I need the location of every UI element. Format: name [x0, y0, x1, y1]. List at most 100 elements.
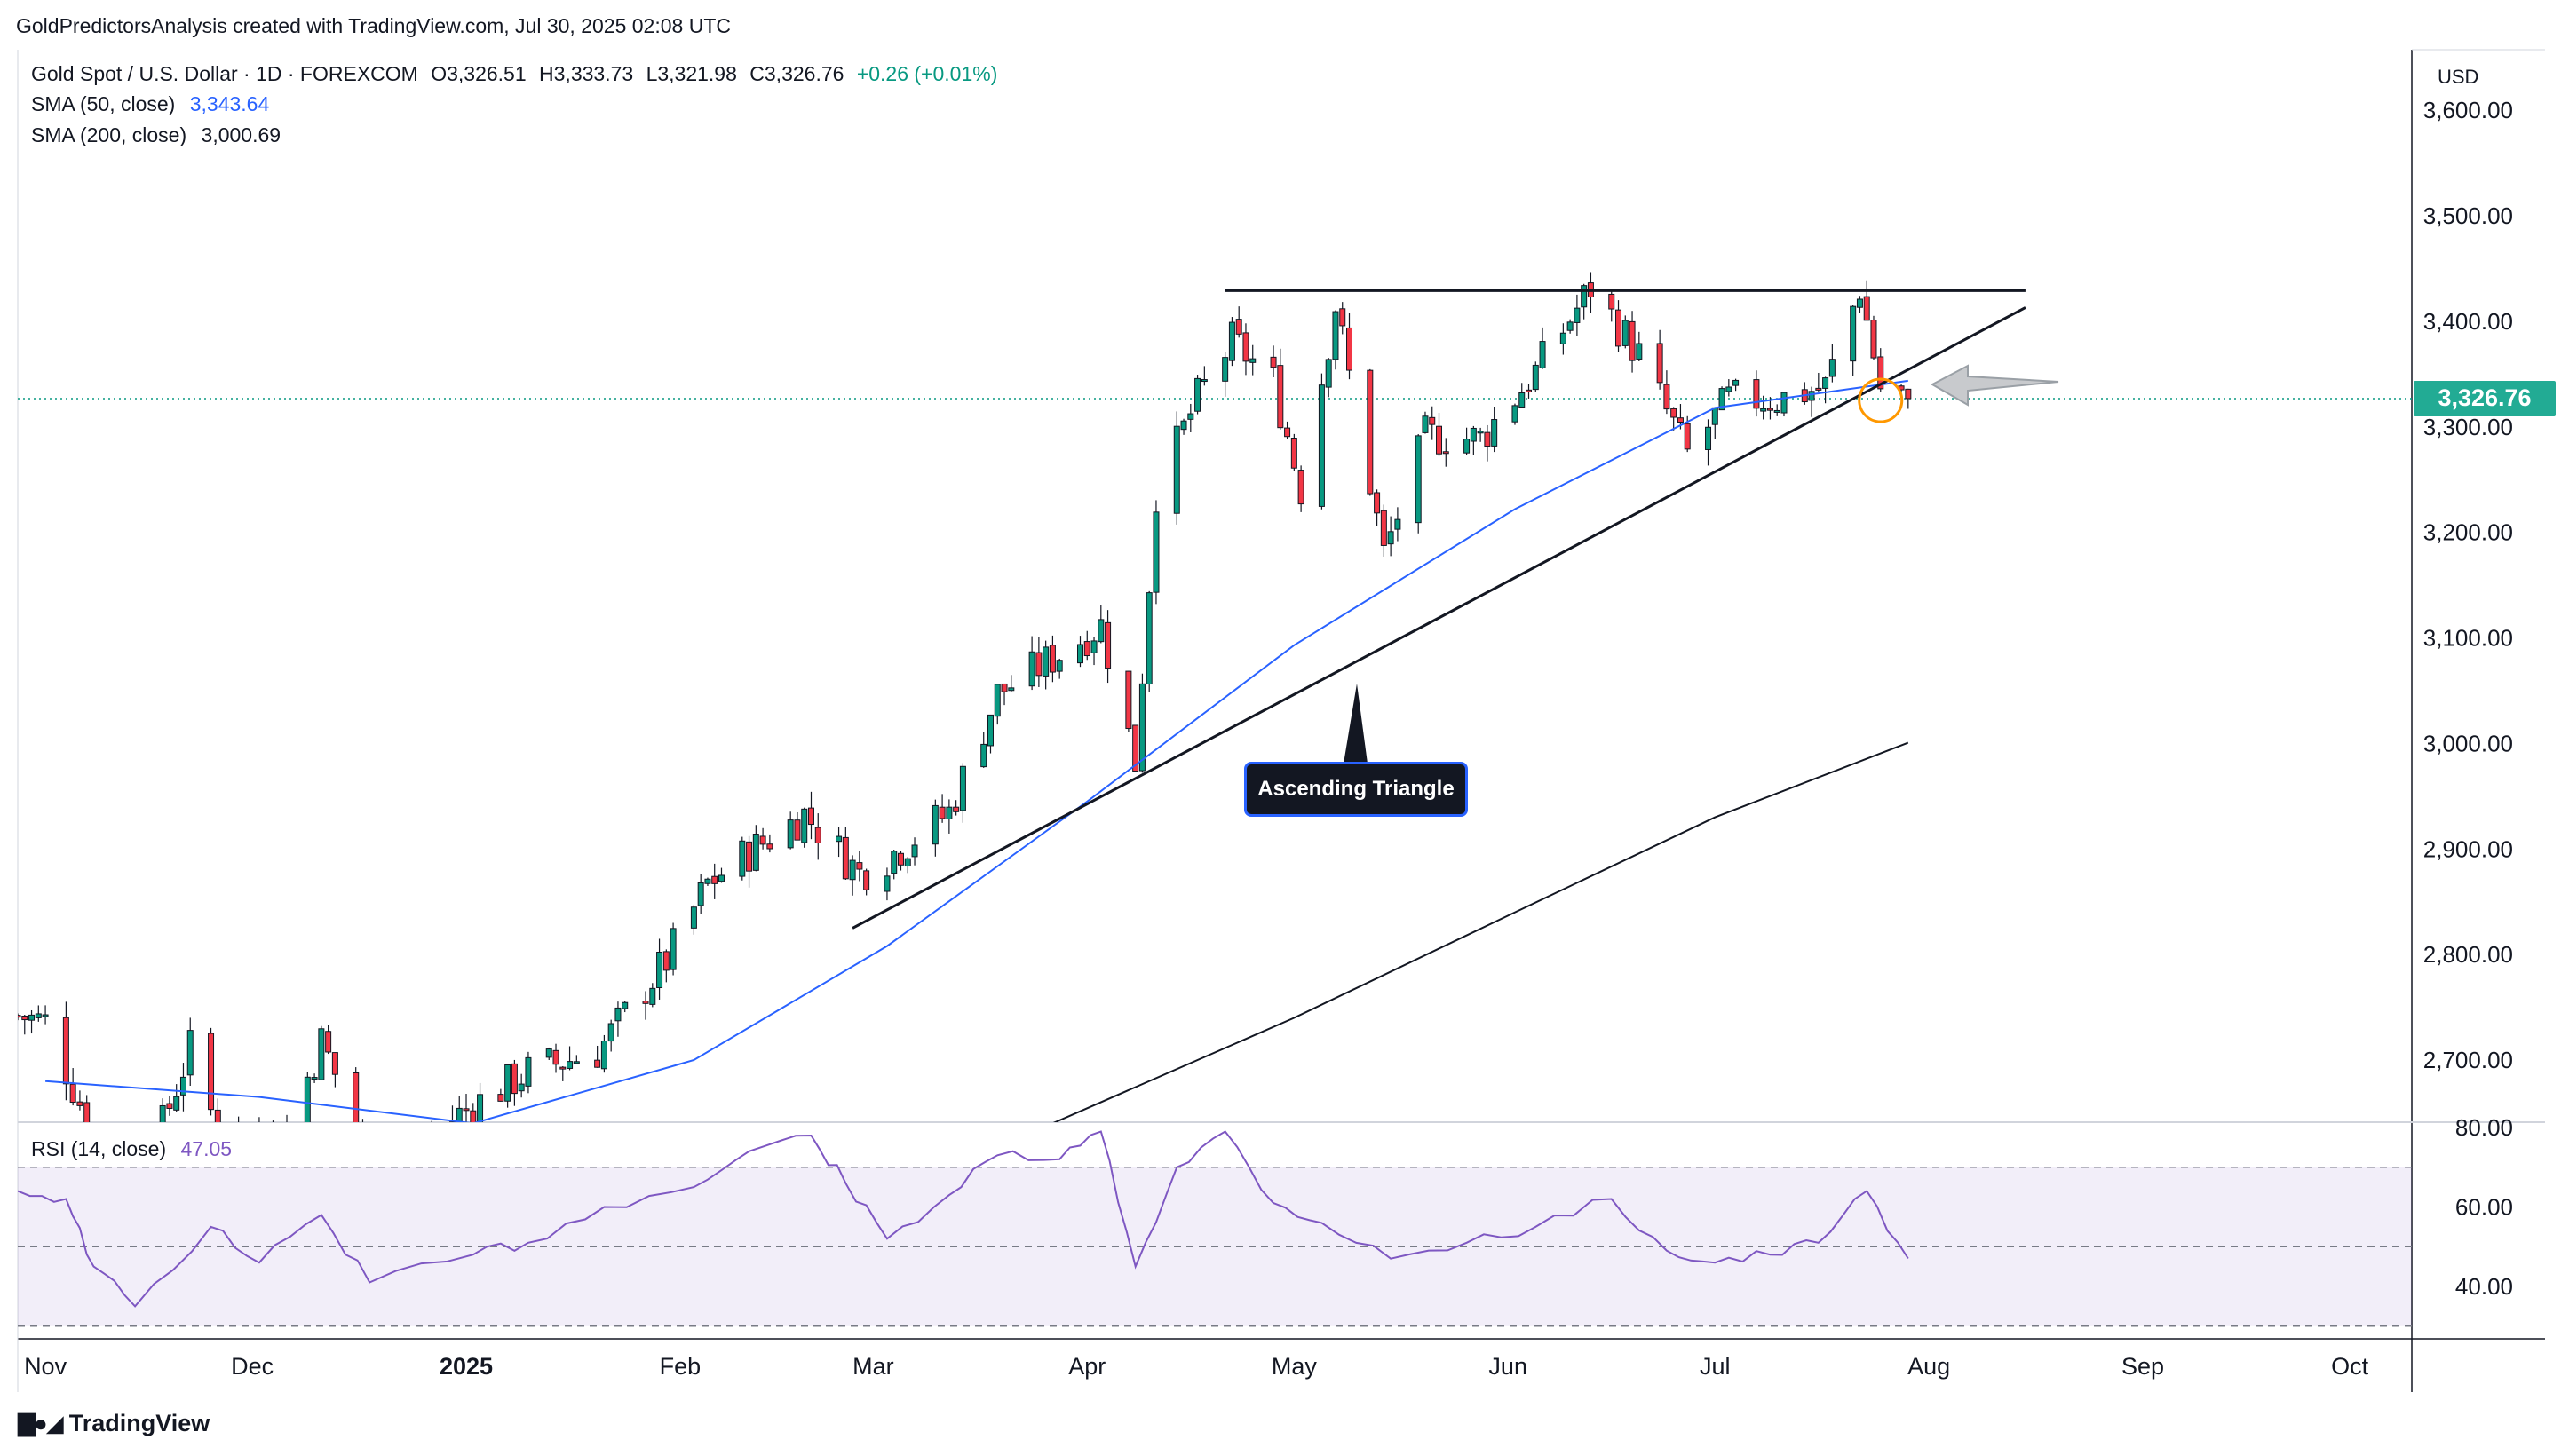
candle: [1180, 418, 1187, 435]
candle-up: [159, 1104, 166, 1122]
candle: [1725, 379, 1732, 397]
candle: [1828, 344, 1836, 383]
candle-up: [891, 851, 898, 874]
candle-up: [607, 1023, 614, 1042]
price-tick-label: 3,400.00: [2423, 308, 2513, 335]
candle: [1008, 675, 1015, 692]
candle: [1132, 724, 1139, 772]
candle-up: [1146, 592, 1153, 685]
candle-up: [932, 804, 939, 845]
candle-up: [456, 1107, 463, 1122]
candle-up: [311, 1077, 318, 1080]
candle-up: [567, 1061, 574, 1069]
candle: [1463, 427, 1471, 455]
candle-up: [1532, 364, 1539, 391]
candle-down: [1277, 365, 1284, 429]
candle: [1367, 368, 1374, 496]
candle: [1753, 370, 1760, 417]
candle: [214, 1098, 221, 1122]
candle-up: [1222, 357, 1229, 382]
candle: [1318, 373, 1325, 510]
rsi-tick-label: 60.00: [2455, 1194, 2513, 1221]
candle-up: [690, 906, 697, 929]
candle: [904, 857, 911, 874]
candle: [1732, 378, 1740, 392]
sma200-value: 3,000.69: [201, 123, 281, 146]
candle: [1049, 635, 1056, 683]
candle-down: [325, 1031, 332, 1053]
symbol-name[interactable]: Gold Spot / U.S. Dollar · 1D · FOREXCOM: [31, 62, 418, 85]
candle: [353, 1067, 360, 1122]
candle-down: [856, 862, 863, 870]
highlight-circle[interactable]: [1858, 377, 1904, 423]
candle: [83, 1095, 91, 1122]
rsi-legend[interactable]: RSI (14, close) 47.05: [31, 1137, 232, 1161]
time-tick-label: Feb: [660, 1353, 702, 1380]
candle: [1615, 300, 1622, 352]
candle-up: [1318, 384, 1325, 507]
candle-down: [1905, 388, 1912, 400]
candle: [939, 794, 946, 823]
candle-down: [1380, 510, 1387, 546]
candle-down: [1663, 384, 1670, 410]
candle: [697, 874, 704, 915]
candle: [690, 905, 697, 935]
candle: [1636, 331, 1643, 362]
candle-up: [1559, 332, 1566, 344]
candle-down: [1766, 408, 1773, 411]
candle: [662, 949, 670, 983]
candle: [1905, 388, 1912, 409]
candle-up: [28, 1014, 36, 1021]
candle: [21, 1014, 28, 1035]
candle: [18, 1013, 21, 1021]
candle-up: [787, 819, 794, 849]
time-tick-label: Jul: [1700, 1353, 1731, 1380]
candle-up: [739, 840, 746, 877]
candle: [980, 732, 987, 768]
candle-up: [504, 1064, 511, 1102]
ascending-support-trendline[interactable]: [852, 306, 2026, 930]
candle: [807, 791, 814, 840]
currency-label[interactable]: USD: [2438, 66, 2479, 88]
candle-up: [525, 1056, 532, 1087]
candle-down: [1083, 641, 1090, 657]
candle-down: [1670, 408, 1677, 418]
candle: [1422, 411, 1429, 434]
time-tick-label: Nov: [24, 1353, 67, 1380]
candle: [849, 855, 856, 896]
sma50-line: [45, 379, 1908, 1122]
candle-up: [1725, 386, 1732, 392]
candle: [1235, 306, 1242, 338]
price-tick-label: 3,600.00: [2423, 97, 2513, 123]
candle-down: [642, 1001, 649, 1004]
candle-up: [1332, 311, 1339, 360]
candle: [361, 1119, 364, 1122]
candle: [69, 1068, 76, 1106]
sma50-legend[interactable]: SMA (50, close) 3,343.64: [31, 92, 269, 116]
candle-up: [752, 834, 759, 871]
candle: [649, 983, 656, 1008]
candle-down: [166, 1103, 173, 1109]
candle-up: [1711, 407, 1718, 425]
time-tick-label: Mar: [852, 1353, 894, 1380]
candle-up: [186, 1030, 194, 1076]
candle: [670, 922, 677, 976]
candle-up: [1477, 431, 1484, 434]
candle-up: [980, 743, 987, 768]
candle: [1173, 411, 1180, 525]
candle-up: [1621, 320, 1629, 346]
price-tick-label: 2,800.00: [2423, 941, 2513, 968]
candle: [1138, 673, 1146, 773]
candle: [1332, 310, 1339, 370]
candle: [1539, 327, 1546, 369]
candle-down: [953, 806, 960, 812]
candle: [35, 1005, 42, 1022]
gray-arrow-icon[interactable]: [1930, 364, 2059, 407]
candle-down: [1608, 293, 1615, 310]
candle: [1808, 386, 1815, 417]
candle: [1518, 383, 1526, 408]
ohlc-change: +0.26 (+0.01%): [856, 62, 998, 85]
tradingview-logo[interactable]: ▇●◢ TradingView: [18, 1410, 210, 1437]
sma200-legend[interactable]: SMA (200, close) 3,000.69: [31, 123, 281, 147]
tradingview-logo-icon: ▇●◢: [18, 1410, 64, 1436]
